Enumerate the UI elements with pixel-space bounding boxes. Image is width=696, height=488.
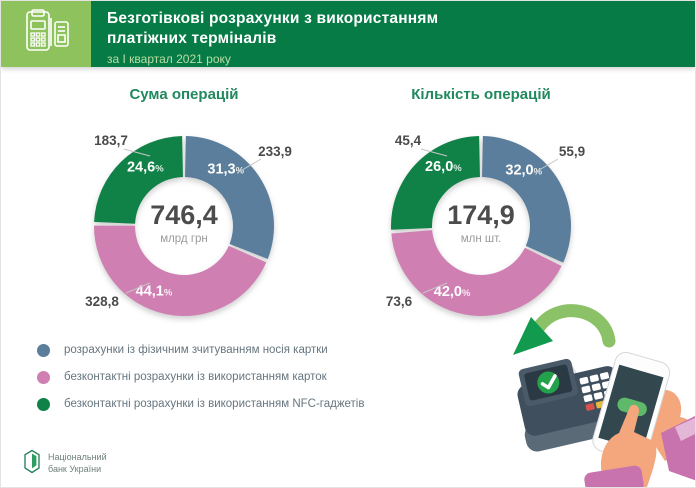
legend-dot-pink xyxy=(37,370,50,384)
header: Безготівкові розрахунки з використанням … xyxy=(1,1,695,67)
nbu-logo-line2: банк України xyxy=(48,464,102,474)
legend-item-nfc-gadgets: безконтактні розрахунки із використанням… xyxy=(37,397,364,411)
transfer-arrow-icon xyxy=(513,304,616,355)
header-banner: Безготівкові розрахунки з використанням … xyxy=(91,1,695,67)
legend: розрахунки із фізичним зчитуванням носія… xyxy=(37,343,364,424)
segment-percent-label: 32,0% xyxy=(505,162,542,178)
donut-center-value: 746,4 xyxy=(150,200,218,230)
callout-value-label: 233,9 xyxy=(258,144,292,159)
nbu-logo: Національний банк України xyxy=(23,449,107,479)
legend-dot-blue xyxy=(37,343,50,357)
donut-chart-count: 32,0% 55,9 42,0% 73,6 26,0%45,4 174,9 млн шт. xyxy=(386,133,585,316)
callout-leader-line xyxy=(125,282,151,294)
donut-center-value: 174,9 xyxy=(447,200,515,230)
segment-percent-label: 42,0% xyxy=(434,284,471,300)
tapping-hand xyxy=(584,404,657,487)
donut-segment-contactless-nfc-gadgets xyxy=(94,136,183,224)
donut-chart-sum: 31,3%233,944,1%328,824,6%183,7746,4млрд … xyxy=(85,133,292,316)
segment-percent-label: 44,1% xyxy=(136,283,173,299)
legend-item-contactless-cards: безконтактні розрахунки із використанням… xyxy=(37,370,364,384)
donut-center-unit: млн шт. xyxy=(461,233,502,245)
legend-label: безконтактні розрахунки із використанням… xyxy=(64,371,327,383)
callout-leader-line xyxy=(422,282,448,294)
right-cuff xyxy=(675,417,695,441)
chart-sum-of-operations: Сума операцій 31,3% 233,9 44,1% 328,8 24,6% 1… xyxy=(44,85,324,346)
chart-title-count: Кількість операцій xyxy=(411,86,551,103)
callout-leader-line xyxy=(123,148,151,157)
donut-segment-contactless-nfc-gadgets xyxy=(391,136,480,230)
callout-leader-line xyxy=(420,148,448,157)
donut-segment-physical-card-read xyxy=(185,136,274,259)
page-title-line2: платіжних терміналів xyxy=(107,29,277,47)
callout-value-label: 328,8 xyxy=(85,294,119,309)
nbu-logo-line1: Національний xyxy=(48,452,107,463)
nbu-logo-text: Національний банк України xyxy=(48,452,107,475)
legend-dot-green xyxy=(37,397,50,411)
chart-number-of-operations: Кількість операцій 32,0% 55,9 42,0% 73,6 26,… xyxy=(341,85,621,346)
callout-value-label: 183,7 xyxy=(94,133,128,148)
legend-item-physical-read: розрахунки із фізичним зчитуванням носія… xyxy=(37,343,364,357)
callout-value-label: 45,4 xyxy=(395,133,422,148)
callout-leader-line xyxy=(533,158,559,174)
segment-percent-label: 24,6% xyxy=(127,159,164,175)
pos-terminal-and-card-icon xyxy=(20,8,72,61)
donut-segment-physical-card-read xyxy=(482,136,571,263)
donut-segment-contactless-cards xyxy=(391,230,562,316)
page-title-line1: Безготівкові розрахунки з використанням xyxy=(107,10,439,27)
header-icon-box xyxy=(1,1,91,67)
legend-label: безконтактні розрахунки із використанням… xyxy=(64,398,365,410)
callout-value-label: 55,9 xyxy=(559,144,585,159)
callout-leader-line xyxy=(236,158,262,174)
callout-value-label: 73,6 xyxy=(386,294,413,309)
page-subtitle: за І квартал 2021 року xyxy=(107,51,231,66)
donut-segment-contactless-cards xyxy=(94,225,267,316)
donut-center-unit: млрд грн xyxy=(160,233,208,245)
payment-illustration xyxy=(487,299,695,487)
segment-percent-label: 26,0% xyxy=(425,159,462,175)
nbu-emblem-icon xyxy=(23,449,48,479)
legend-label: розрахунки із фізичним зчитуванням носія… xyxy=(64,344,328,356)
chart-title-sum: Сума операцій xyxy=(129,86,239,103)
